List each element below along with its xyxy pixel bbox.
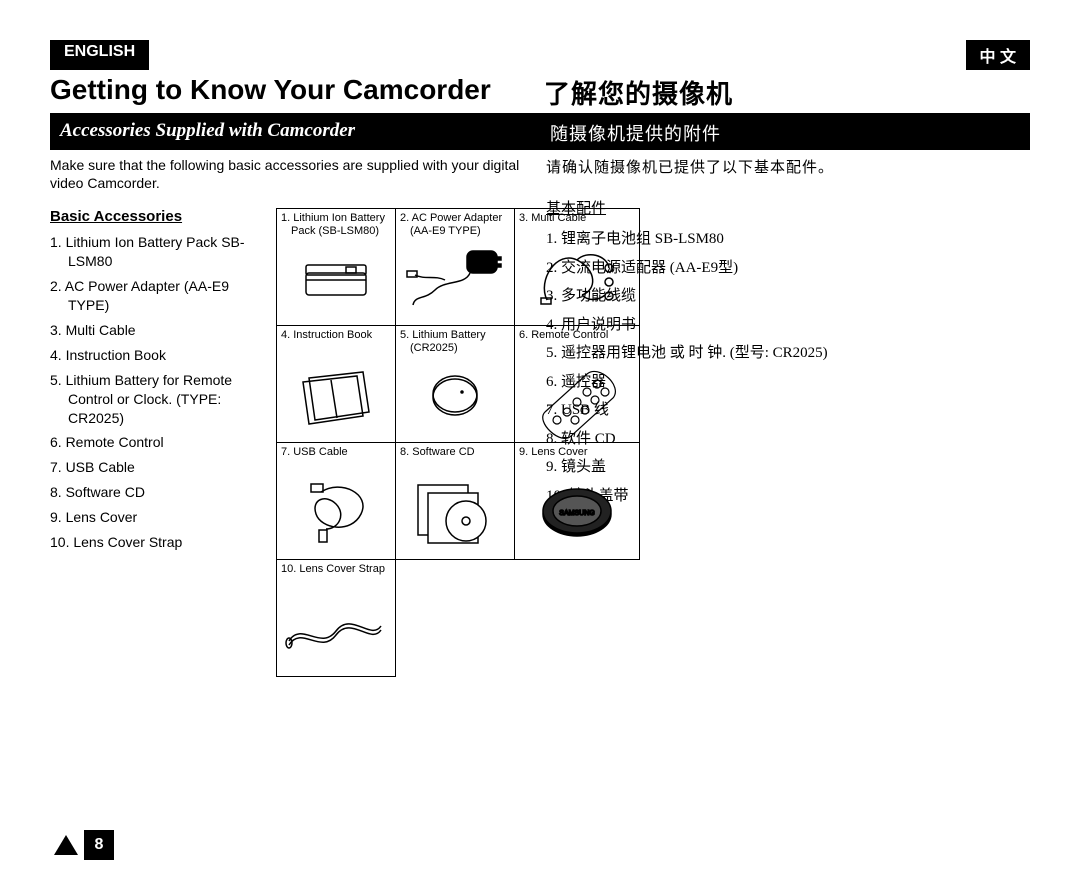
section-subtitle-en: Accessories Supplied with Camcorder <box>50 116 540 150</box>
cell-label: 1. Lithium Ion Battery Pack (SB-LSM80) <box>277 209 395 237</box>
page-title-en: Getting to Know Your Camcorder <box>50 74 540 111</box>
language-labels-row: ENGLISH 中 文 <box>50 40 1030 70</box>
cell-lens-strap: 10. Lens Cover Strap <box>276 559 396 677</box>
battery-icon <box>277 235 395 325</box>
cell-label: 8. Software CD <box>396 443 514 459</box>
intro-text-en: Make sure that the following basic acces… <box>50 156 530 192</box>
cell-label: 9. Lens Cover <box>515 443 639 459</box>
intro-text-cn: 请确认随摄像机已提供了以下基本配件。 <box>546 156 1030 177</box>
cd-icon <box>396 469 514 559</box>
cell-battery: 1. Lithium Ion Battery Pack (SB-LSM80) <box>276 208 396 326</box>
cell-label: 4. Instruction Book <box>277 326 395 342</box>
list-item: 6. Remote Control <box>50 433 266 452</box>
cell-remote: 6. Remote Control <box>514 325 640 443</box>
list-item: 10. Lens Cover Strap <box>50 533 266 552</box>
en-accessories-list: Basic Accessories 1. Lithium Ion Battery… <box>50 208 266 676</box>
page-number: 8 <box>84 830 114 860</box>
page-title-cn: 了解您的摄像机 <box>540 74 1030 111</box>
cell-label: 6. Remote Control <box>515 326 639 342</box>
usb-cable-icon <box>277 469 395 559</box>
multi-cable-icon <box>515 235 639 325</box>
titles-row: Getting to Know Your Camcorder 了解您的摄像机 <box>50 74 1030 116</box>
strap-icon <box>277 586 395 676</box>
cell-multi-cable: 3. Multi Cable <box>514 208 640 326</box>
list-item: 5. Lithium Battery for Remote Control or… <box>50 371 266 428</box>
svg-text:SAMSUNG: SAMSUNG <box>559 510 594 517</box>
cell-label: 5. Lithium Battery (CR2025) <box>396 326 514 354</box>
cell-instruction-book: 4. Instruction Book <box>276 325 396 443</box>
lang-chinese: 中 文 <box>966 40 1030 70</box>
list-item: 9. Lens Cover <box>50 508 266 527</box>
content-columns: Make sure that the following basic acces… <box>50 156 1030 676</box>
list-item: 8. Software CD <box>50 483 266 502</box>
remote-icon <box>515 352 639 442</box>
cell-software-cd: 8. Software CD <box>395 442 515 560</box>
lang-english: ENGLISH <box>50 40 149 70</box>
cell-label: 3. Multi Cable <box>515 209 639 225</box>
left-column: Make sure that the following basic acces… <box>50 156 540 676</box>
page-number-marker: 8 <box>54 830 114 860</box>
book-icon <box>277 352 395 442</box>
list-item: 3. Multi Cable <box>50 321 266 340</box>
cell-lithium-battery: 5. Lithium Battery (CR2025) <box>395 325 515 443</box>
cell-label: 7. USB Cable <box>277 443 395 459</box>
list-item: 7. USB Cable <box>50 458 266 477</box>
basic-accessories-heading-en: Basic Accessories <box>50 208 266 225</box>
cell-lens-cover: 9. Lens Cover SAMSUNG <box>514 442 640 560</box>
list-item: 1. Lithium Ion Battery Pack SB-LSM80 <box>50 233 266 271</box>
cell-label: 10. Lens Cover Strap <box>277 560 395 576</box>
lens-cover-icon: SAMSUNG <box>515 469 639 559</box>
section-subtitle-cn: 随摄像机提供的附件 <box>540 116 1030 150</box>
list-item: 4. Instruction Book <box>50 346 266 365</box>
ac-adapter-icon <box>396 235 514 325</box>
list-item: 2. AC Power Adapter (AA-E9 TYPE) <box>50 277 266 315</box>
cell-ac-adapter: 2. AC Power Adapter (AA-E9 TYPE) <box>395 208 515 326</box>
cell-usb-cable: 7. USB Cable <box>276 442 396 560</box>
warning-triangle-icon <box>54 835 78 855</box>
cell-label: 2. AC Power Adapter (AA-E9 TYPE) <box>396 209 514 237</box>
coin-battery-icon <box>396 352 514 442</box>
subtitles-row: Accessories Supplied with Camcorder 随摄像机… <box>50 116 1030 150</box>
